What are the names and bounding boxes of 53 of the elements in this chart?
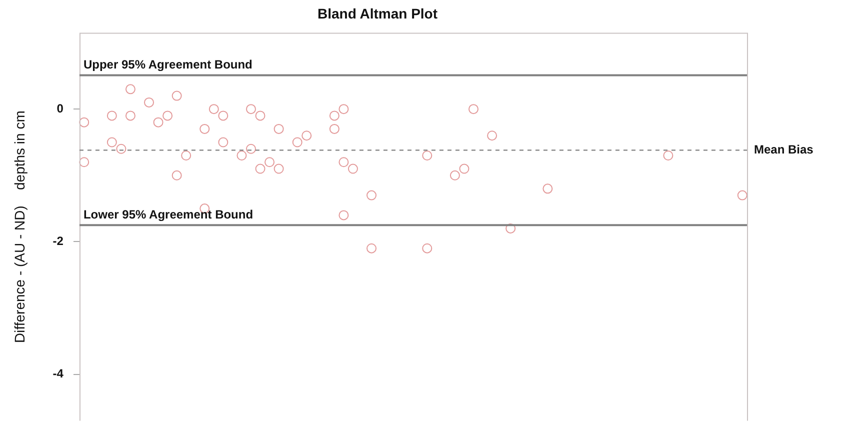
- point: [125, 84, 136, 94]
- point: [246, 144, 256, 154]
- point: [255, 110, 266, 121]
- point: [79, 117, 90, 128]
- y-tick-label: -4: [52, 366, 64, 381]
- y-tick-label: -2: [52, 234, 64, 248]
- point: [172, 90, 182, 101]
- point: [200, 124, 210, 134]
- point: [506, 223, 516, 234]
- y-axis-title: Difference - (AU - ND) depths in cm: [11, 110, 28, 343]
- point: [264, 157, 275, 168]
- point: [663, 150, 674, 160]
- point: [144, 97, 154, 108]
- ref-line-label: Upper 95% Agreement Bound: [83, 58, 252, 72]
- point: [236, 150, 247, 160]
- y-tick-label: 0: [56, 101, 64, 116]
- ref-line-label: Mean Bias: [754, 142, 814, 157]
- point: [450, 170, 460, 180]
- point: [246, 104, 256, 114]
- point: [338, 104, 349, 114]
- point: [348, 164, 358, 174]
- point: [106, 137, 117, 148]
- point: [153, 117, 164, 128]
- point: [218, 137, 228, 148]
- chart-title: Bland Altman Plot: [317, 5, 438, 22]
- point: [422, 243, 432, 254]
- point: [338, 210, 349, 220]
- point: [172, 170, 182, 180]
- point: [125, 110, 136, 121]
- point: [487, 130, 498, 141]
- point: [162, 110, 173, 121]
- point: [79, 157, 90, 168]
- point: [302, 130, 312, 141]
- point: [106, 110, 117, 121]
- point: [459, 164, 470, 174]
- point: [338, 157, 349, 168]
- point: [181, 150, 192, 160]
- point: [366, 243, 377, 254]
- point: [116, 144, 126, 154]
- point: [422, 150, 432, 160]
- point: [737, 190, 748, 200]
- point: [218, 110, 228, 121]
- point: [329, 124, 340, 134]
- point: [208, 104, 219, 114]
- point: [468, 104, 478, 114]
- point: [292, 137, 302, 148]
- ref-line-label: Lower 95% Agreement Bound: [83, 207, 254, 222]
- point: [542, 184, 553, 194]
- point: [329, 110, 340, 121]
- point: [366, 190, 377, 200]
- point: [255, 164, 266, 174]
- point: [274, 124, 284, 134]
- point: [274, 164, 284, 174]
